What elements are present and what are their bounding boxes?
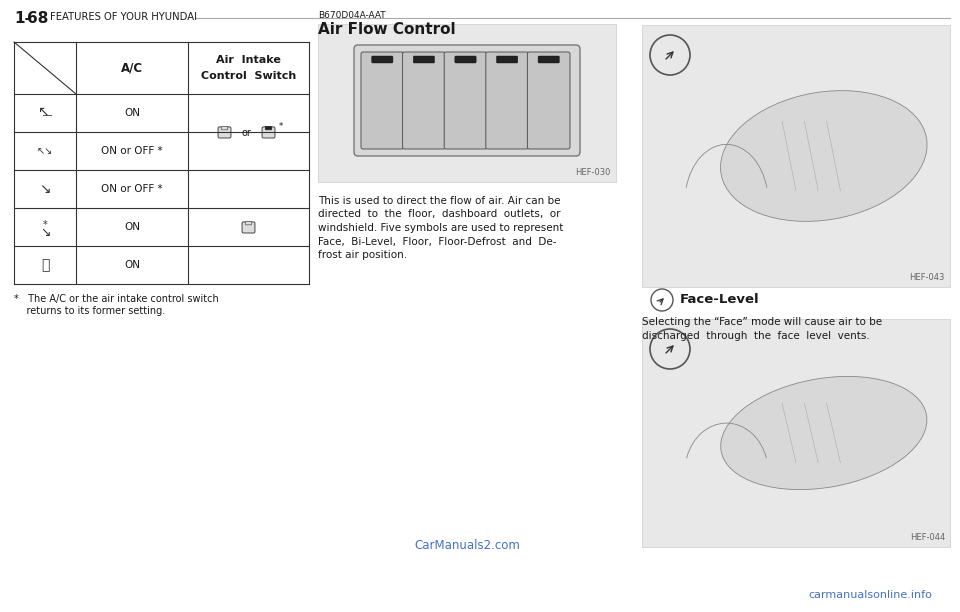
FancyBboxPatch shape [246,222,252,225]
Text: discharged  through  the  face  level  vents.: discharged through the face level vents. [642,331,870,341]
Ellipse shape [721,91,927,222]
Text: ON: ON [124,222,140,232]
Text: frost air position.: frost air position. [318,250,407,260]
Text: *: * [42,220,47,230]
FancyBboxPatch shape [361,52,403,149]
FancyBboxPatch shape [444,52,487,149]
Text: *: * [278,122,282,132]
FancyBboxPatch shape [402,52,445,149]
FancyBboxPatch shape [538,56,560,63]
FancyBboxPatch shape [486,52,528,149]
Text: HEF-030: HEF-030 [576,168,611,177]
FancyBboxPatch shape [318,24,616,182]
FancyBboxPatch shape [527,52,570,149]
FancyBboxPatch shape [218,127,231,138]
Text: returns to its former setting.: returns to its former setting. [14,306,165,316]
Text: ON: ON [124,260,140,270]
Text: This is used to direct the flow of air. Air can be: This is used to direct the flow of air. … [318,196,561,206]
Text: ON or OFF *: ON or OFF * [101,184,163,194]
FancyBboxPatch shape [242,222,255,233]
Text: ON or OFF *: ON or OFF * [101,146,163,156]
Text: ↖: ↖ [37,104,49,118]
Text: *   The A/C or the air intake control switch: * The A/C or the air intake control swit… [14,294,219,304]
Text: or: or [242,128,252,138]
Text: ⦻: ⦻ [41,258,49,272]
Text: carmanualsonline.info: carmanualsonline.info [808,590,932,600]
FancyBboxPatch shape [222,127,228,130]
Text: Face-Level: Face-Level [680,293,759,306]
Text: FEATURES OF YOUR HYUNDAI: FEATURES OF YOUR HYUNDAI [50,12,197,22]
Text: B670D04A-AAT: B670D04A-AAT [318,11,386,20]
Text: Air Flow Control: Air Flow Control [318,22,456,37]
Text: directed  to  the  floor,  dashboard  outlets,  or: directed to the floor, dashboard outlets… [318,209,561,220]
FancyBboxPatch shape [455,56,476,63]
Text: HEF-043: HEF-043 [910,273,945,282]
FancyBboxPatch shape [496,56,517,63]
FancyBboxPatch shape [354,45,580,156]
Text: Control  Switch: Control Switch [201,71,296,81]
Text: Air  Intake: Air Intake [216,55,281,65]
FancyBboxPatch shape [642,25,950,287]
FancyBboxPatch shape [262,127,275,138]
FancyBboxPatch shape [372,56,393,63]
FancyBboxPatch shape [265,127,272,130]
Text: Face,  Bi-Level,  Floor,  Floor-Defrost  and  De-: Face, Bi-Level, Floor, Floor-Defrost and… [318,236,557,247]
FancyBboxPatch shape [642,319,950,547]
Text: HEF-044: HEF-044 [910,533,945,542]
Text: 1-: 1- [14,11,31,26]
Text: ↘: ↘ [39,182,51,196]
FancyBboxPatch shape [413,56,435,63]
Text: CarManuals2.com: CarManuals2.com [414,539,520,552]
Text: 68: 68 [27,11,48,26]
Text: ON: ON [124,108,140,118]
Text: Selecting the “Face” mode will cause air to be: Selecting the “Face” mode will cause air… [642,317,882,327]
Text: ↖↘: ↖↘ [36,146,53,156]
Text: windshield. Five symbols are used to represent: windshield. Five symbols are used to rep… [318,223,564,233]
Ellipse shape [721,376,927,490]
Text: ↘: ↘ [39,225,50,239]
Text: A/C: A/C [121,61,143,75]
